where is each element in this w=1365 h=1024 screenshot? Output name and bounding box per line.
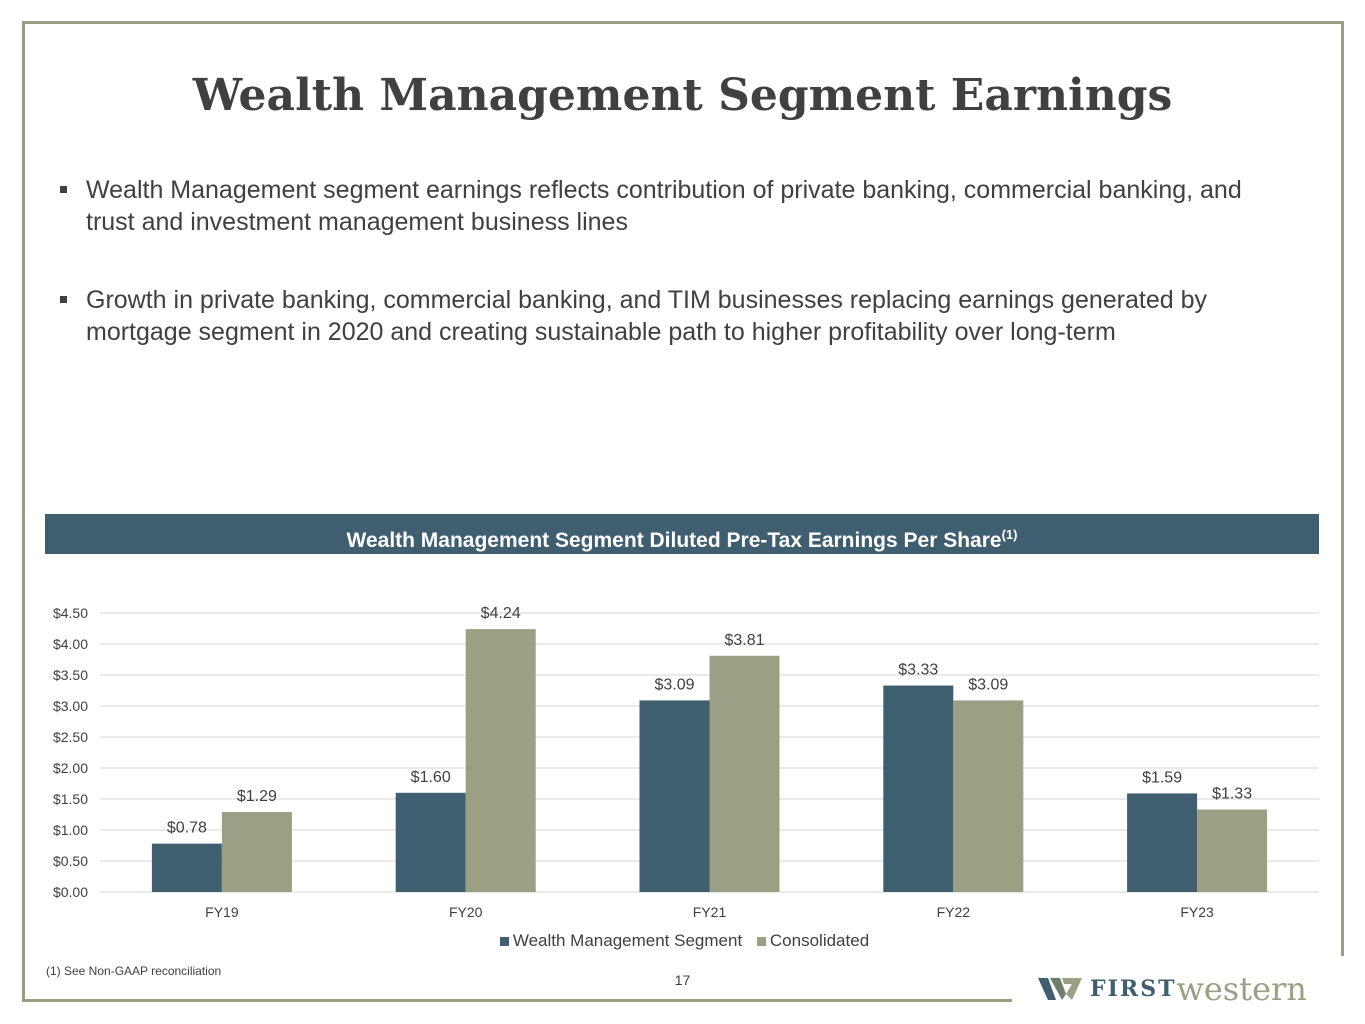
bar-fy22-s1 [953,700,1024,892]
data-label: $1.33 [1212,786,1252,803]
bullet-square-icon [60,186,67,193]
y-tick-label: $3.50 [53,667,88,683]
legend: Wealth Management Segment Consolidated [0,931,1365,951]
x-tick-label: FY20 [449,904,483,920]
frame-top [22,21,1344,24]
bullet-1: Wealth Management segment earnings refle… [60,174,1260,238]
data-label: $3.09 [654,676,694,693]
legend-label-consolidated: Consolidated [769,931,870,950]
x-tick-label: FY23 [1180,904,1214,920]
logo-western: western [1176,970,1307,1008]
data-label: $1.59 [1142,769,1182,786]
frame-bottom [22,999,1012,1002]
chart-title-band: Wealth Management Segment Diluted Pre-Ta… [45,514,1319,554]
bar-fy19-s0 [151,843,222,892]
data-label: $3.33 [898,662,938,679]
bullet-2: Growth in private banking, commercial ba… [60,284,1260,348]
data-label: $3.81 [724,632,764,649]
y-tick-label: $3.00 [53,698,88,714]
bar-fy21-s1 [709,655,780,892]
bullet-text: Wealth Management segment earnings refle… [86,176,1242,236]
first-western-logo: FIRST western [1038,970,1307,1008]
bar-fy23-s1 [1197,809,1268,892]
x-tick-label: FY19 [205,904,239,920]
data-label: $1.29 [237,788,277,805]
bar-fy23-s0 [1127,793,1198,892]
bar-fy20-s1 [465,629,536,892]
logo-first: FIRST [1090,976,1177,1002]
y-tick-label: $4.00 [53,636,88,652]
bar-fy20-s0 [395,792,466,892]
bullet-text: Growth in private banking, commercial ba… [86,286,1207,346]
slide-title: Wealth Management Segment Earnings [192,70,1173,121]
page-number: 17 [674,972,691,988]
data-label: $0.78 [167,820,207,837]
w-mark-icon [1038,978,1082,1000]
legend-label-wealth: Wealth Management Segment [512,931,743,950]
bar-fy19-s1 [221,812,292,892]
y-tick-label: $4.50 [53,605,88,621]
frame-right [1341,21,1344,956]
y-tick-label: $2.50 [53,729,88,745]
chart-title-footnote-ref: (1) [1001,527,1018,542]
y-tick-label: $2.00 [53,760,88,776]
x-tick-label: FY21 [693,904,727,920]
data-label: $4.24 [481,605,521,622]
footnote: (1) See Non-GAAP reconciliation [46,964,222,978]
x-tick-label: FY22 [937,904,971,920]
chart-title: Wealth Management Segment Diluted Pre-Ta… [346,529,1002,552]
bar-fy22-s0 [883,685,954,892]
bar-fy21-s0 [639,700,710,892]
y-tick-label: $1.50 [53,791,88,807]
data-label: $3.09 [968,676,1008,693]
legend-swatch-wealth [499,937,509,946]
data-label: $1.60 [411,769,451,786]
y-tick-label: $0.00 [53,884,88,900]
y-tick-label: $1.00 [53,822,88,838]
frame-left [22,21,25,1002]
bullet-square-icon [60,296,67,303]
legend-swatch-consolidated [756,937,766,946]
y-tick-label: $0.50 [53,853,88,869]
